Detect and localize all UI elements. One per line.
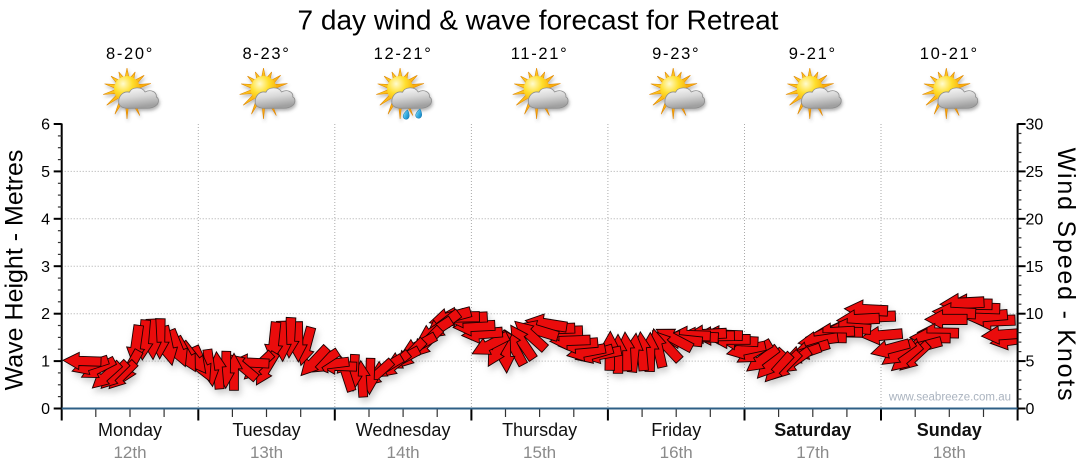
svg-text:25: 25: [1026, 164, 1044, 181]
svg-text:1: 1: [41, 354, 50, 371]
svg-text:17th: 17th: [796, 443, 829, 462]
svg-text:11-21°: 11-21°: [511, 45, 569, 63]
svg-text:8-20°: 8-20°: [106, 45, 154, 63]
svg-text:8-23°: 8-23°: [242, 45, 290, 63]
svg-text:15: 15: [1026, 259, 1044, 276]
svg-text:5: 5: [1026, 354, 1035, 371]
svg-text:9-23°: 9-23°: [652, 45, 700, 63]
svg-text:www.seabreeze.com.au: www.seabreeze.com.au: [888, 392, 1011, 404]
svg-text:15th: 15th: [523, 443, 556, 462]
svg-text:10: 10: [1026, 306, 1044, 323]
svg-text:13th: 13th: [250, 443, 283, 462]
svg-text:5: 5: [41, 164, 50, 181]
svg-text:Sunday: Sunday: [917, 420, 982, 440]
svg-text:Thursday: Thursday: [502, 420, 577, 440]
svg-text:Tuesday: Tuesday: [232, 420, 300, 440]
svg-text:Wave Height - Metres: Wave Height - Metres: [1, 150, 29, 391]
svg-text:12-21°: 12-21°: [374, 45, 433, 63]
svg-text:0: 0: [1026, 401, 1035, 418]
svg-text:12th: 12th: [113, 443, 146, 462]
svg-text:4: 4: [41, 211, 50, 228]
svg-text:Saturday: Saturday: [774, 420, 851, 440]
svg-text:Wednesday: Wednesday: [356, 420, 451, 440]
svg-text:6: 6: [41, 117, 50, 134]
svg-text:10-21°: 10-21°: [920, 45, 979, 63]
svg-text:14th: 14th: [387, 443, 420, 462]
svg-text:Wind Speed - Knots: Wind Speed - Knots: [1052, 148, 1080, 403]
svg-text:18th: 18th: [933, 443, 966, 462]
svg-text:Friday: Friday: [651, 420, 701, 440]
svg-text:7 day wind & wave forecast for: 7 day wind & wave forecast for Retreat: [298, 5, 779, 36]
svg-text:16th: 16th: [660, 443, 693, 462]
svg-text:20: 20: [1026, 211, 1044, 228]
svg-text:30: 30: [1026, 117, 1044, 134]
svg-text:2: 2: [41, 306, 50, 323]
svg-text:Monday: Monday: [98, 420, 162, 440]
svg-text:0: 0: [41, 401, 50, 418]
svg-text:3: 3: [41, 259, 50, 276]
svg-text:9-21°: 9-21°: [789, 45, 837, 63]
